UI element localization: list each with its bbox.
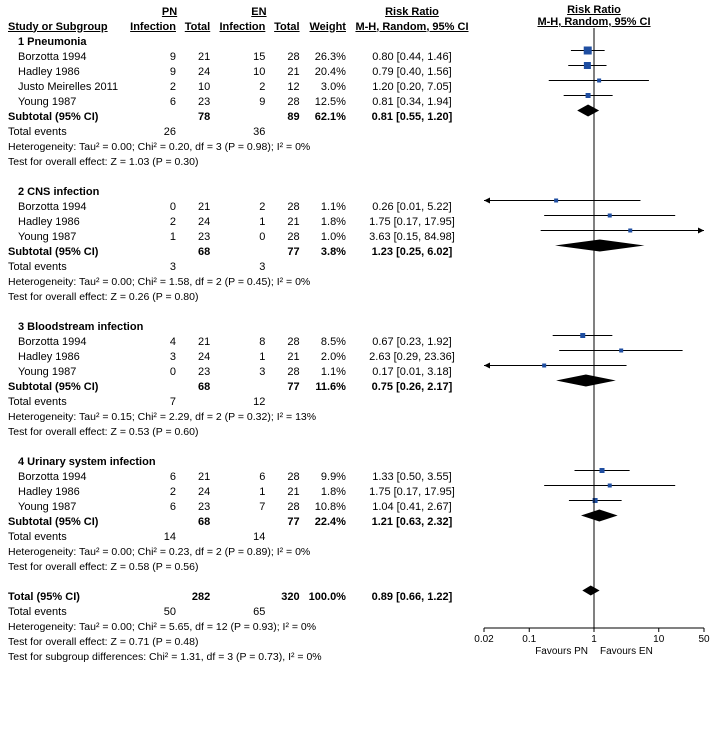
svg-text:50: 50 (698, 634, 710, 645)
svg-text:Favours EN: Favours EN (600, 646, 653, 657)
svg-text:Favours PN: Favours PN (535, 646, 588, 657)
plot-title: Risk RatioM-H, Random, 95% CI (474, 4, 714, 28)
forest-plot: 0.02 0.1 1 10 50 Favours PN Favours EN (474, 28, 714, 698)
svg-text:1: 1 (591, 634, 597, 645)
svg-text:0.1: 0.1 (522, 634, 536, 645)
svg-text:0.02: 0.02 (474, 634, 494, 645)
forest-table: PNENRisk RatioStudy or SubgroupInfection… (4, 4, 474, 664)
svg-text:10: 10 (653, 634, 665, 645)
